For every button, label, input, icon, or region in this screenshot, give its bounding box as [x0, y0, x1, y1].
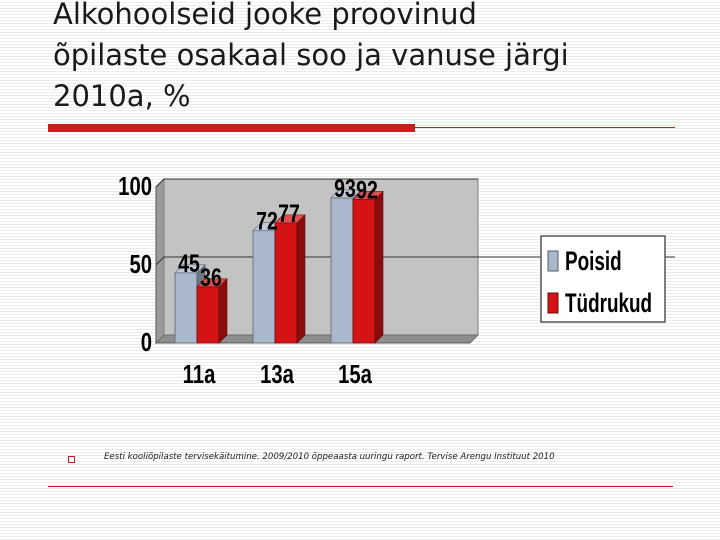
bar-top [330, 189, 362, 199]
x-tick-label: 13a [260, 360, 295, 389]
bar-side [374, 190, 384, 344]
data-label: 45 [178, 249, 200, 277]
footer-divider-line [48, 486, 673, 487]
bar-top [196, 278, 228, 288]
bar [330, 197, 354, 344]
y-tick-label: 50 [129, 250, 152, 279]
legend-swatch [547, 250, 559, 272]
x-tick-label: 15a [338, 360, 373, 389]
title-divider-line [415, 127, 675, 128]
legend: Poisid Tüdrukud [540, 235, 666, 323]
bar [352, 199, 376, 344]
bar-top [174, 264, 206, 274]
title-line-1: Alkohoolseid jooke proovinud [53, 0, 477, 31]
title-accent-bar [48, 124, 415, 132]
legend-swatch [547, 292, 559, 314]
data-label: 36 [200, 264, 222, 292]
gridline [155, 178, 478, 188]
data-label: 93 [334, 175, 356, 203]
title-line-3: 2010a, % [53, 79, 191, 113]
slide-title: Alkohoolseid jooke proovinud õpilaste os… [53, 0, 703, 117]
bar [252, 230, 276, 344]
bar [274, 222, 298, 344]
title-line-2: õpilaste osakaal soo ja vanuse järgi [53, 38, 569, 72]
bar-top [352, 191, 384, 200]
legend-box [540, 235, 666, 323]
data-label: 77 [278, 200, 300, 228]
y-tick-label: 100 [118, 172, 152, 201]
plot-area [154, 177, 675, 345]
bars [174, 189, 384, 344]
y-tick-label: 0 [141, 328, 152, 357]
x-tick-label: 11a [183, 360, 217, 389]
bar-top [274, 214, 306, 224]
bar [174, 272, 198, 344]
source-note: Eesti kooliõpilaste tervisekäitumine. 20… [104, 452, 555, 462]
data-label: 72 [256, 207, 278, 235]
bar [196, 286, 220, 344]
legend-label: Poisid [565, 246, 622, 276]
bar-side [296, 214, 306, 344]
data-label: 92 [356, 176, 378, 204]
bullet-icon [68, 456, 75, 463]
legend-label: Tüdrukud [565, 288, 652, 318]
